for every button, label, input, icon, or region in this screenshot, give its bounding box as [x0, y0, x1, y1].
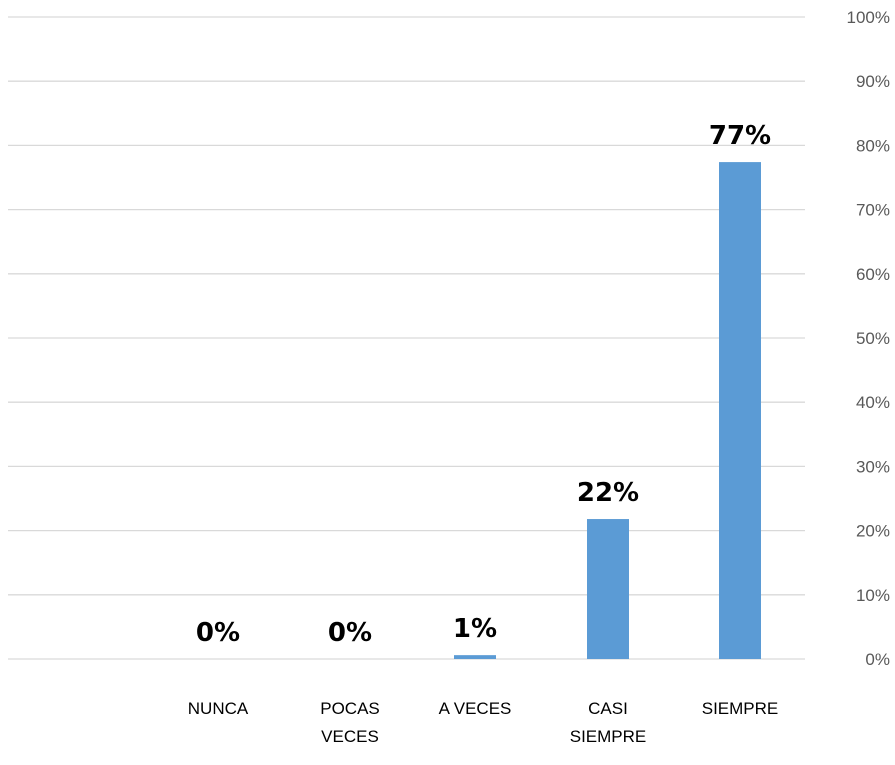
y-tick-label: 40%	[856, 393, 890, 412]
y-tick-label: 90%	[856, 72, 890, 91]
data-label: 77%	[709, 121, 771, 151]
y-tick-label: 10%	[856, 586, 890, 605]
y-tick-label: 100%	[847, 8, 890, 27]
x-category-label: A VECES	[439, 699, 512, 718]
y-tick-label: 0%	[865, 650, 890, 669]
x-category-label: SIEMPRE	[570, 727, 647, 746]
data-label: 1%	[453, 614, 497, 644]
bars	[454, 162, 761, 660]
bar	[454, 655, 496, 659]
y-tick-label: 30%	[856, 457, 890, 476]
x-category-label: VECES	[321, 727, 379, 746]
data-labels: 0% 0% 1% 22% 77%	[196, 121, 771, 648]
y-axis-ticks: 0% 10% 20% 30% 40% 50% 60% 70% 80% 90% 100%	[847, 8, 890, 669]
y-tick-label: 20%	[856, 522, 890, 541]
x-category-label: POCAS	[320, 699, 380, 718]
x-category-label: NUNCA	[188, 699, 249, 718]
y-tick-label: 50%	[856, 329, 890, 348]
data-label: 0%	[196, 618, 240, 648]
y-tick-label: 60%	[856, 265, 890, 284]
bar	[719, 162, 761, 660]
x-axis-categories: NUNCA POCAS VECES A VECES CASI SIEMPRE SIEMPRE	[188, 699, 778, 746]
x-category-label: SIEMPRE	[702, 699, 779, 718]
y-tick-label: 80%	[856, 136, 890, 155]
data-label: 0%	[328, 618, 372, 648]
y-tick-label: 70%	[856, 201, 890, 220]
data-label: 22%	[577, 478, 639, 508]
bar	[587, 519, 629, 659]
x-category-label: CASI	[588, 699, 628, 718]
gridlines	[8, 16, 805, 660]
